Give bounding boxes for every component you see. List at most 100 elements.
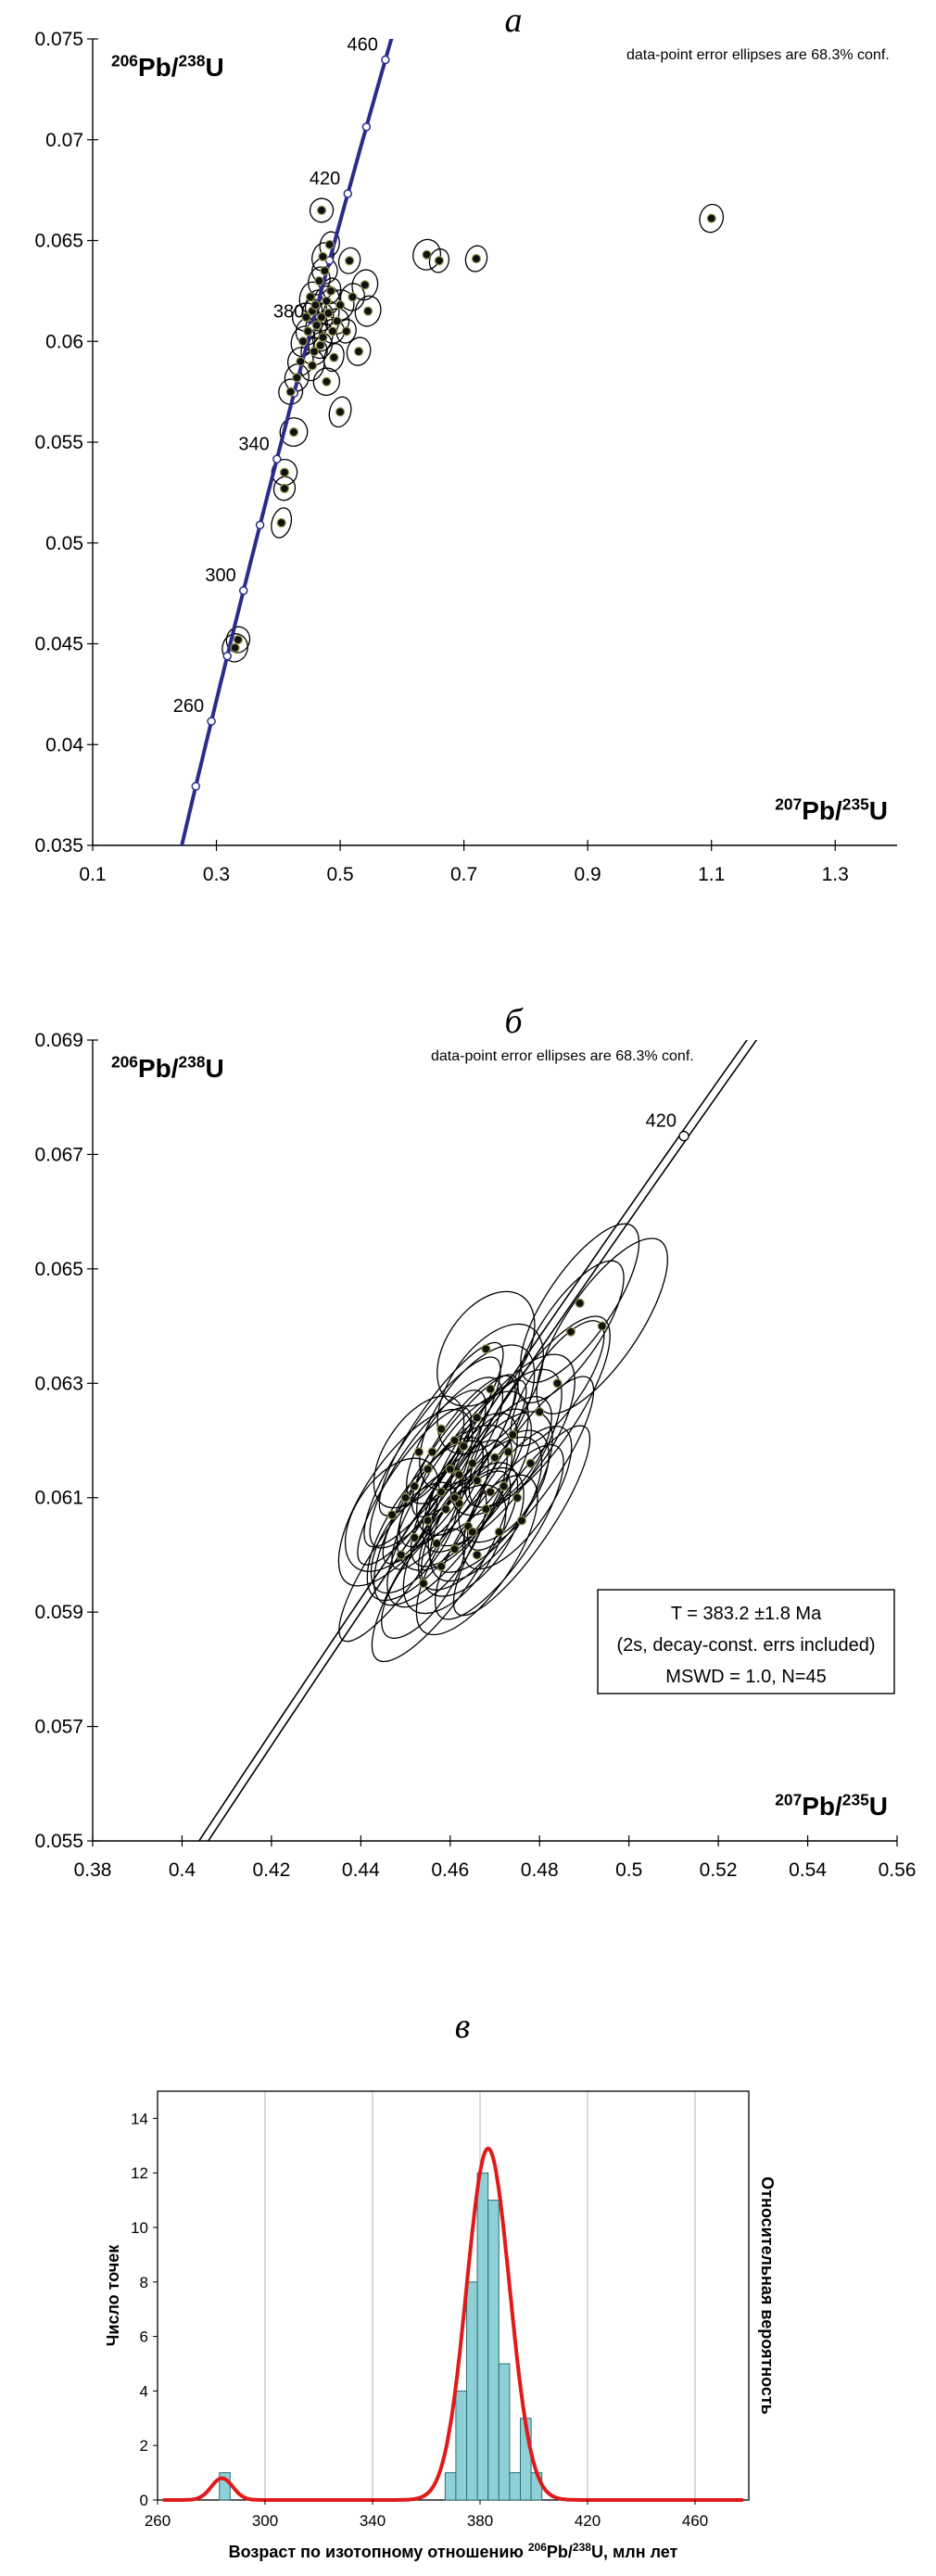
data-point — [360, 280, 370, 290]
histogram-bar — [509, 2472, 522, 2501]
data-point — [472, 1550, 482, 1560]
data-point — [297, 336, 309, 347]
error-ellipse — [344, 1457, 440, 1572]
data-point — [315, 340, 325, 350]
error-ellipse — [304, 289, 326, 321]
concordia-age-marker — [324, 256, 335, 265]
concordia-age-marker — [177, 847, 184, 855]
data-point — [481, 1504, 491, 1515]
concordia-age-marker — [147, 976, 155, 983]
x-tick-label: 260 — [145, 2512, 171, 2530]
data-point — [481, 1344, 491, 1354]
data-point — [486, 1384, 496, 1394]
y-tick-label: 0.035 — [34, 835, 83, 857]
x-tick-label: 0.9 — [575, 864, 601, 885]
data-point — [418, 1579, 428, 1589]
x-tick-label: 300 — [252, 2512, 278, 2530]
plot-area — [197, 1040, 758, 1841]
data-point — [503, 1447, 513, 1457]
data-point — [316, 312, 327, 323]
x-axis-title-sup2: 238 — [573, 2541, 591, 2554]
y-tick-label: 0.057 — [34, 1717, 83, 1738]
data-point — [449, 1492, 460, 1503]
error-ellipse — [323, 343, 345, 373]
y-axis-title: Число точек — [104, 2244, 122, 2347]
chart-a: а 0.035 0.04 0.045 0.05 0.055 0.06 0.065 0.07 0.0… — [34, 1, 897, 983]
x-axis-title-sup1: 207 — [775, 794, 802, 813]
concordia-age-label: 420 — [646, 1111, 677, 1132]
x-tick-label: 0.3 — [203, 864, 230, 885]
concordia-age-marker — [361, 122, 372, 132]
error-ellipse — [699, 203, 725, 234]
error-ellipse — [271, 507, 293, 539]
histogram-bar — [498, 2363, 511, 2501]
concordia-curve — [180, 39, 394, 845]
error-ellipse — [328, 396, 352, 428]
error-ellipse — [434, 1443, 564, 1620]
data-point — [335, 300, 346, 311]
data-point — [279, 483, 290, 494]
error-ellipse — [346, 336, 372, 366]
error-ellipse — [436, 1323, 544, 1455]
y-tick-label: 0.045 — [34, 634, 83, 655]
x-tick-label: 0.52 — [700, 1859, 738, 1881]
data-point — [565, 1326, 576, 1337]
x-tick-label: 380 — [467, 2512, 493, 2530]
y-tick-label: 0.063 — [34, 1373, 83, 1394]
data-point — [301, 312, 311, 323]
data-point — [445, 1464, 455, 1474]
y-tick-label: 0.055 — [34, 432, 83, 453]
data-points — [386, 1298, 607, 1589]
data-point — [363, 306, 373, 316]
result-box-line: MSWD = 1.0, N=45 — [665, 1667, 826, 1687]
error-ellipse — [279, 417, 309, 447]
concordia-age-label: 460 — [347, 35, 377, 56]
data-point — [535, 1407, 545, 1417]
result-box-line: T = 383.2 ±1.8 Ma — [671, 1604, 822, 1624]
data-point — [516, 1516, 527, 1526]
data-point — [335, 407, 346, 417]
concordia-age-label: 380 — [273, 302, 304, 323]
y-tick-label: 8 — [140, 2274, 148, 2291]
y-tick-label: 0.067 — [34, 1144, 83, 1165]
x-axis-title-base1: Pb/ — [802, 1792, 842, 1821]
histogram-bar — [455, 2390, 467, 2501]
y-axis-title-sup2: 238 — [179, 51, 206, 70]
data-point — [279, 467, 290, 477]
data-point — [427, 1447, 437, 1457]
data-point — [320, 266, 330, 276]
panel-letter: в — [455, 2007, 471, 2046]
data-point — [354, 347, 364, 357]
data-point — [410, 1532, 420, 1543]
data-point — [432, 1538, 442, 1549]
data-point — [344, 256, 355, 266]
error-ellipse — [317, 300, 340, 326]
concordia-age-label: 300 — [205, 565, 235, 586]
data-point — [472, 1476, 482, 1486]
panel-letter: б — [504, 1002, 524, 1041]
concordia-age-marker — [381, 55, 390, 65]
data-point — [459, 1441, 469, 1452]
data-point — [325, 286, 336, 296]
concordia-age-marker — [272, 454, 282, 464]
x-axis-title-sup2: 235 — [842, 1790, 869, 1808]
y-tick-label: 10 — [131, 2219, 148, 2237]
y-axis-title-sup1: 206 — [111, 1052, 138, 1071]
y-axis-title-base1: Pb/ — [138, 1054, 179, 1083]
data-point — [318, 332, 328, 342]
data-point — [436, 1424, 447, 1434]
x-axis-title-base2: U — [869, 1792, 888, 1821]
plot-area — [147, 39, 725, 983]
data-point — [575, 1298, 585, 1308]
data-points — [230, 205, 716, 653]
x-axis-title-sup1: 207 — [775, 1790, 802, 1808]
data-point — [552, 1378, 563, 1389]
y-tick-label: 0.05 — [45, 533, 83, 554]
result-box — [597, 1589, 895, 1694]
error-ellipse — [221, 633, 248, 663]
ellipse-note: data-point error ellipses are 68.3% conf… — [431, 1048, 694, 1064]
data-point — [230, 642, 240, 653]
data-point — [436, 1487, 447, 1497]
data-point — [311, 320, 322, 330]
